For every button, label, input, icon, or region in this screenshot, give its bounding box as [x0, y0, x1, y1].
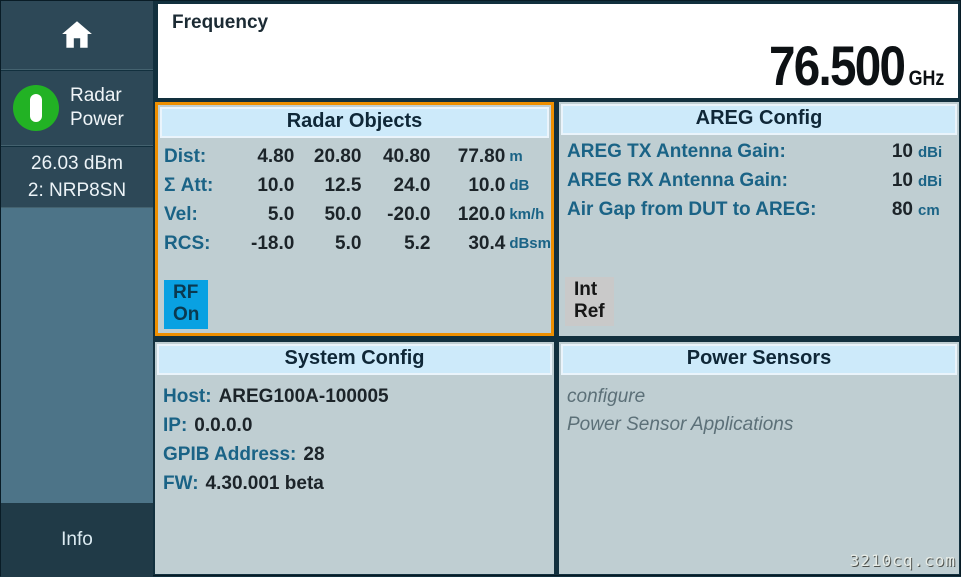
row-unit: dBi [918, 173, 943, 190]
system-config-rows: Host: AREG100A-100005 IP: 0.0.0.0 GPIB Add… [163, 382, 546, 498]
ref-button-line2: Ref [574, 301, 605, 322]
row-unit: dBi [918, 144, 943, 161]
row-label: Vel: [164, 203, 198, 225]
row-value: 10 [891, 141, 913, 162]
sensor-readout[interactable]: 26.03 dBm 2: NRP8SN [1, 147, 153, 208]
value-cell: 77.80 [457, 145, 506, 167]
value-cell: 40.80 [382, 145, 431, 167]
radar-power-section[interactable]: Radar Power [1, 71, 153, 146]
tile-radar-objects[interactable]: Radar Objects Dist: 4.80 20.80 40.80 77.… [155, 102, 554, 336]
rf-button-line1: RF [173, 282, 199, 303]
tile-power-sensors[interactable]: Power Sensors configure Power Sensor App… [559, 342, 959, 574]
value-cell: 24.0 [393, 174, 431, 196]
home-button[interactable] [1, 1, 153, 70]
unit-cell: m [509, 148, 523, 165]
info-button[interactable]: Info [1, 503, 153, 577]
frequency-label: Frequency [172, 12, 269, 33]
radar-objects-table: Dist: 4.80 20.80 40.80 77.80 m Σ Att: 10… [164, 142, 551, 258]
home-icon [62, 21, 92, 48]
unit-cell: dBsm [509, 235, 551, 252]
radar-objects-title: Radar Objects [160, 107, 549, 138]
row-label: Air Gap from DUT to AREG: [567, 199, 817, 220]
frequency-value: 76.500 [768, 34, 906, 98]
table-row: Vel: 5.0 50.0 -20.0 120.0 km/h [164, 200, 551, 229]
row-label: AREG TX Antenna Gain: [567, 141, 786, 162]
row-unit: cm [918, 202, 940, 219]
hint-line1: configure [567, 386, 646, 407]
table-row: Dist: 4.80 20.80 40.80 77.80 m [164, 142, 551, 171]
value-cell: 50.0 [324, 203, 362, 225]
list-item: IP: 0.0.0.0 [163, 411, 546, 440]
value-cell: 5.2 [404, 232, 431, 254]
value-cell: 12.5 [324, 174, 362, 196]
list-item: Host: AREG100A-100005 [163, 382, 546, 411]
radar-power-line1: Radar [70, 85, 122, 106]
row-value: 0.0.0.0 [194, 415, 253, 436]
row-label: GPIB Address: [163, 444, 297, 465]
row-label: AREG RX Antenna Gain: [567, 170, 788, 191]
value-cell: 10.0 [257, 174, 295, 196]
list-item: FW: 4.30.001 beta [163, 469, 546, 498]
system-config-title: System Config [157, 344, 552, 375]
sensor-model: 2: NRP8SN [27, 180, 127, 201]
power-toggle-icon[interactable] [13, 85, 59, 131]
power-sensors-title: Power Sensors [561, 344, 957, 375]
list-item: AREG RX Antenna Gain: 10 dBi [567, 170, 951, 199]
value-cell: 5.0 [267, 203, 295, 225]
value-cell: 20.80 [313, 145, 362, 167]
tile-system-config[interactable]: System Config Host: AREG100A-100005 IP: 0.… [155, 342, 554, 574]
frequency-unit: GHz [908, 67, 944, 91]
sensor-power-value: 26.03 dBm [31, 153, 123, 174]
radar-power-label: Radar Power [70, 84, 124, 132]
row-value: 80 [891, 199, 913, 220]
row-value: 28 [303, 444, 325, 465]
toggle-bar [30, 94, 42, 122]
hint-line2: Power Sensor Applications [567, 414, 794, 435]
list-item: Air Gap from DUT to AREG: 80 cm [567, 199, 951, 228]
table-row: RCS: -18.0 5.0 5.2 30.4 dBsm [164, 229, 551, 258]
frequency-readout: 76.500 GHz [768, 34, 944, 98]
list-item: AREG TX Antenna Gain: 10 dBi [567, 141, 951, 170]
row-label: Dist: [164, 145, 207, 167]
radar-power-line2: Power [70, 109, 124, 130]
value-cell: 4.80 [257, 145, 295, 167]
rf-on-button[interactable]: RF On [164, 280, 209, 329]
watermark: 3210cq.com [849, 551, 956, 570]
row-label: IP: [163, 415, 188, 436]
rf-button-line2: On [173, 304, 200, 325]
row-label: FW: [163, 473, 199, 494]
int-ref-button[interactable]: Int Ref [565, 277, 614, 326]
value-cell: 120.0 [457, 203, 506, 225]
value-cell: 30.4 [468, 232, 506, 254]
areg-config-rows: AREG TX Antenna Gain: 10 dBi AREG RX Ant… [567, 141, 951, 228]
row-label: RCS: [164, 232, 211, 254]
value-cell: -18.0 [251, 232, 295, 254]
unit-cell: dB [509, 177, 530, 194]
row-label: Host: [163, 386, 212, 407]
areg-config-title: AREG Config [561, 104, 957, 135]
list-item: GPIB Address: 28 [163, 440, 546, 469]
power-sensors-hint: configure Power Sensor Applications [567, 383, 951, 439]
value-cell: 10.0 [468, 174, 506, 196]
tile-areg-config[interactable]: AREG Config AREG TX Antenna Gain: 10 dBi… [559, 102, 959, 336]
row-value: 10 [891, 170, 913, 191]
row-value: AREG100A-100005 [218, 386, 389, 407]
row-value: 4.30.001 beta [205, 473, 324, 494]
table-row: Σ Att: 10.0 12.5 24.0 10.0 dB [164, 171, 551, 200]
unit-cell: km/h [509, 206, 545, 223]
ref-button-line1: Int [574, 279, 598, 300]
info-label: Info [61, 529, 93, 550]
value-cell: 5.0 [335, 232, 362, 254]
row-label: Σ Att: [164, 174, 214, 196]
value-cell: -20.0 [387, 203, 431, 225]
frequency-panel[interactable]: Frequency 76.500 GHz [158, 4, 958, 98]
sidebar-spacer [1, 208, 153, 503]
